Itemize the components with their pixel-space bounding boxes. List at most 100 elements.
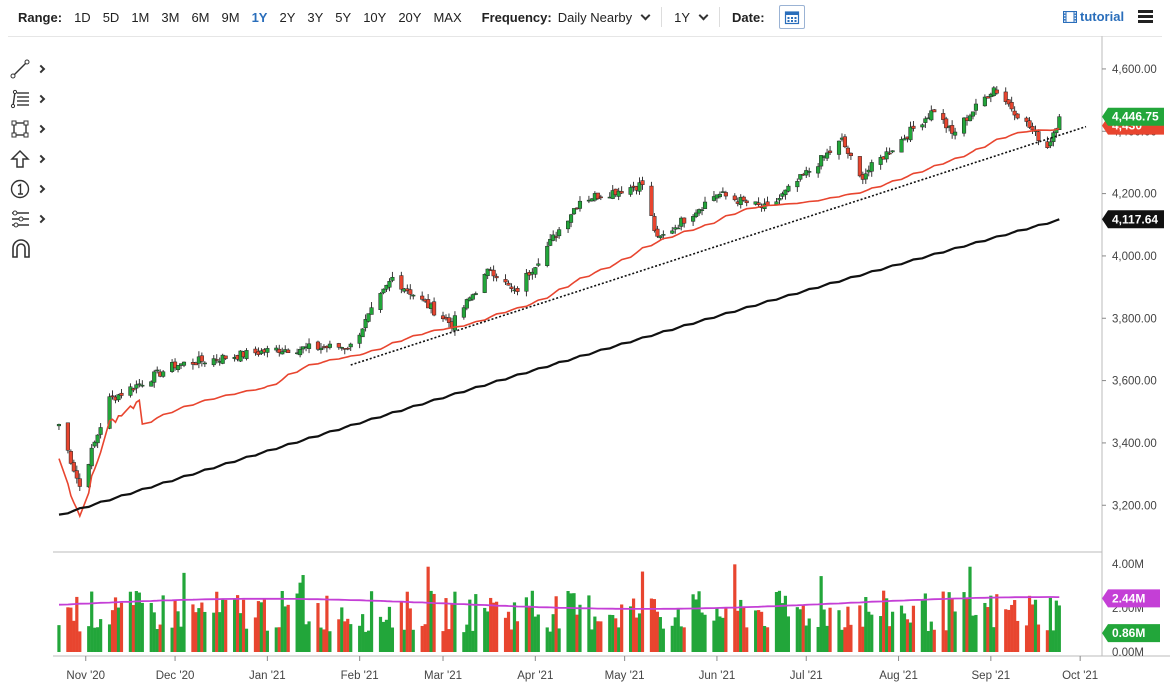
calendar-button[interactable] bbox=[778, 5, 805, 29]
pitchfork-tool[interactable] bbox=[10, 204, 50, 234]
volume-bar bbox=[152, 612, 156, 652]
x-tick-label: Jun '21 bbox=[699, 670, 736, 682]
rectangle-tool-icon bbox=[11, 120, 29, 138]
rectangle-tool[interactable] bbox=[10, 114, 50, 144]
candle-body bbox=[845, 147, 850, 154]
volume-bar bbox=[661, 628, 665, 652]
candle-body bbox=[298, 348, 303, 356]
candle-body bbox=[470, 294, 475, 300]
candle-body bbox=[1006, 99, 1011, 105]
volume-bar bbox=[182, 572, 186, 652]
volume-bar bbox=[703, 614, 707, 652]
candle-body bbox=[107, 396, 112, 429]
volume-bar bbox=[307, 621, 311, 652]
candle-body bbox=[128, 386, 133, 396]
price-chart[interactable]: 3,200.00 3,400.00 3,600.00 3,800.00 4,000.00… bbox=[0, 36, 1170, 696]
number-marker-tool[interactable] bbox=[10, 174, 50, 204]
volume-bar bbox=[176, 611, 180, 652]
candle-body bbox=[857, 156, 862, 177]
fibonacci-tool[interactable] bbox=[10, 84, 50, 114]
range-5d[interactable]: 5D bbox=[102, 9, 120, 25]
hamburger-menu-icon[interactable] bbox=[1138, 10, 1153, 23]
candle-body bbox=[548, 238, 553, 246]
volume-bar bbox=[96, 627, 100, 652]
candle-body bbox=[265, 348, 270, 353]
volume-bar bbox=[492, 602, 496, 652]
candle-body bbox=[116, 394, 121, 401]
volume-bar bbox=[599, 621, 603, 652]
candle-body bbox=[131, 388, 136, 391]
volume-bar bbox=[745, 627, 749, 652]
range-max[interactable]: MAX bbox=[433, 9, 462, 25]
range-20y[interactable]: 20Y bbox=[398, 9, 422, 25]
y-tick-label: 4,200.00 bbox=[1112, 189, 1157, 201]
candle-body bbox=[348, 343, 353, 348]
volume-bar bbox=[658, 617, 662, 652]
volume-bar bbox=[238, 613, 243, 652]
volume-bar bbox=[578, 604, 582, 652]
volume-bar bbox=[697, 591, 701, 652]
volume-tick-label: 0.00M bbox=[1112, 647, 1144, 659]
volume-bar bbox=[575, 614, 579, 652]
candle-body bbox=[452, 315, 457, 331]
range-1m[interactable]: 1M bbox=[131, 9, 150, 25]
candle-body bbox=[967, 115, 973, 122]
line-tool[interactable] bbox=[10, 54, 50, 84]
volume-bar bbox=[777, 590, 782, 652]
candle-body bbox=[577, 200, 583, 209]
volume-bar bbox=[804, 625, 808, 652]
range-1d[interactable]: 1D bbox=[74, 9, 91, 25]
candle-body bbox=[682, 217, 687, 224]
range-9m[interactable]: 9M bbox=[221, 9, 240, 25]
toolbar: Range: 1D 5D 1M 3M 6M 9M 1Y 2Y 3Y 5Y 10Y 20Y MAX Fre… bbox=[0, 0, 1170, 34]
range-10y[interactable]: 10Y bbox=[363, 9, 387, 25]
volume-bar bbox=[90, 591, 94, 652]
candle-body bbox=[244, 350, 249, 359]
candle-body bbox=[973, 103, 979, 111]
period-dropdown[interactable]: 1Y bbox=[674, 10, 709, 25]
candle-body bbox=[902, 138, 907, 141]
candle-body bbox=[357, 334, 362, 344]
candle-body bbox=[95, 434, 100, 444]
volume-bar bbox=[1016, 620, 1020, 652]
range-2y[interactable]: 2Y bbox=[279, 9, 296, 25]
y-tick-label: 3,800.00 bbox=[1112, 313, 1157, 325]
arrow-tool[interactable] bbox=[10, 144, 50, 174]
volume-bar bbox=[161, 595, 165, 652]
range-6m[interactable]: 6M bbox=[191, 9, 210, 25]
volume-bar bbox=[462, 632, 466, 652]
volume-bar bbox=[265, 630, 269, 652]
range-1y[interactable]: 1Y bbox=[251, 9, 268, 25]
candle-body bbox=[1054, 128, 1059, 134]
volume-bar bbox=[253, 617, 258, 652]
range-3m[interactable]: 3M bbox=[161, 9, 180, 25]
candle-body bbox=[661, 234, 666, 236]
candle-body bbox=[173, 361, 178, 369]
volume-bar bbox=[113, 597, 118, 652]
candle-body bbox=[464, 299, 469, 309]
candle-body bbox=[155, 369, 160, 372]
volume-bar bbox=[631, 598, 636, 652]
range-5y[interactable]: 5Y bbox=[335, 9, 352, 25]
candle-body bbox=[848, 152, 853, 156]
volume-bar bbox=[259, 602, 264, 652]
candle-body bbox=[649, 185, 654, 216]
candle-body bbox=[723, 192, 728, 197]
volume-bar bbox=[158, 624, 162, 652]
tutorial-link[interactable]: tutorial bbox=[1063, 9, 1124, 24]
candle-body bbox=[1003, 91, 1008, 102]
candle-body bbox=[318, 347, 324, 351]
volume-bar bbox=[495, 601, 499, 652]
pitchfork-tool-icon bbox=[12, 210, 29, 228]
volume-bar bbox=[361, 614, 365, 652]
candle-body bbox=[961, 117, 967, 134]
arrow-up-tool-icon bbox=[10, 149, 30, 168]
frequency-dropdown[interactable]: Daily Nearby bbox=[558, 10, 651, 25]
volume-bar bbox=[774, 592, 779, 652]
volume-bar bbox=[608, 614, 612, 652]
volume-bar bbox=[173, 600, 177, 652]
magnet-tool[interactable] bbox=[10, 234, 50, 264]
range-3y[interactable]: 3Y bbox=[307, 9, 324, 25]
divider bbox=[661, 7, 663, 27]
volume-bar bbox=[1027, 595, 1032, 652]
